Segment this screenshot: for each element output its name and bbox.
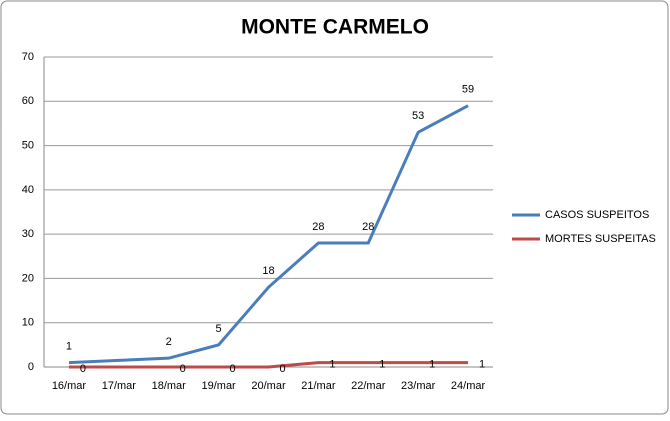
x-tick-label: 23/mar (401, 380, 436, 392)
x-tick-label: 17/mar (102, 380, 137, 392)
x-tick-label: 18/mar (152, 380, 187, 392)
data-label: 0 (180, 363, 186, 375)
x-tick-label: 21/mar (301, 380, 336, 392)
data-label: 1 (329, 358, 335, 370)
data-label: 59 (462, 84, 474, 96)
x-tick-label: 22/mar (351, 380, 386, 392)
x-tick-label: 16/mar (52, 380, 87, 392)
data-label: 0 (279, 363, 285, 375)
chart-title: MONTE CARMELO (241, 16, 429, 39)
legend-label: MORTES SUSPEITAS (545, 233, 656, 245)
y-tick-label: 70 (22, 51, 34, 63)
y-tick-label: 40 (22, 184, 34, 196)
data-label: 1 (429, 358, 435, 370)
data-label: 53 (412, 110, 424, 122)
x-tick-label: 20/mar (251, 380, 286, 392)
y-tick-label: 10 (22, 317, 34, 329)
series-line (68, 104, 469, 365)
data-label: 0 (80, 363, 86, 375)
x-tick-label: 19/mar (201, 380, 236, 392)
legend-label: CASOS SUSPEITOS (545, 209, 649, 221)
data-label: 28 (312, 221, 324, 233)
data-label: 18 (262, 265, 274, 277)
x-tick-label: 24/mar (451, 380, 486, 392)
y-tick-label: 30 (22, 228, 34, 240)
y-tick-label: 20 (22, 272, 34, 284)
data-label: 2 (166, 336, 172, 348)
y-tick-label: 50 (22, 139, 34, 151)
data-label: 1 (66, 340, 72, 352)
y-tick-label: 0 (28, 361, 34, 373)
series-line (68, 361, 469, 369)
data-label: 1 (379, 358, 385, 370)
data-label: 28 (362, 221, 374, 233)
data-label: 5 (216, 323, 222, 335)
data-label: 1 (479, 358, 485, 370)
y-tick-label: 60 (22, 95, 34, 107)
data-label: 0 (230, 363, 236, 375)
